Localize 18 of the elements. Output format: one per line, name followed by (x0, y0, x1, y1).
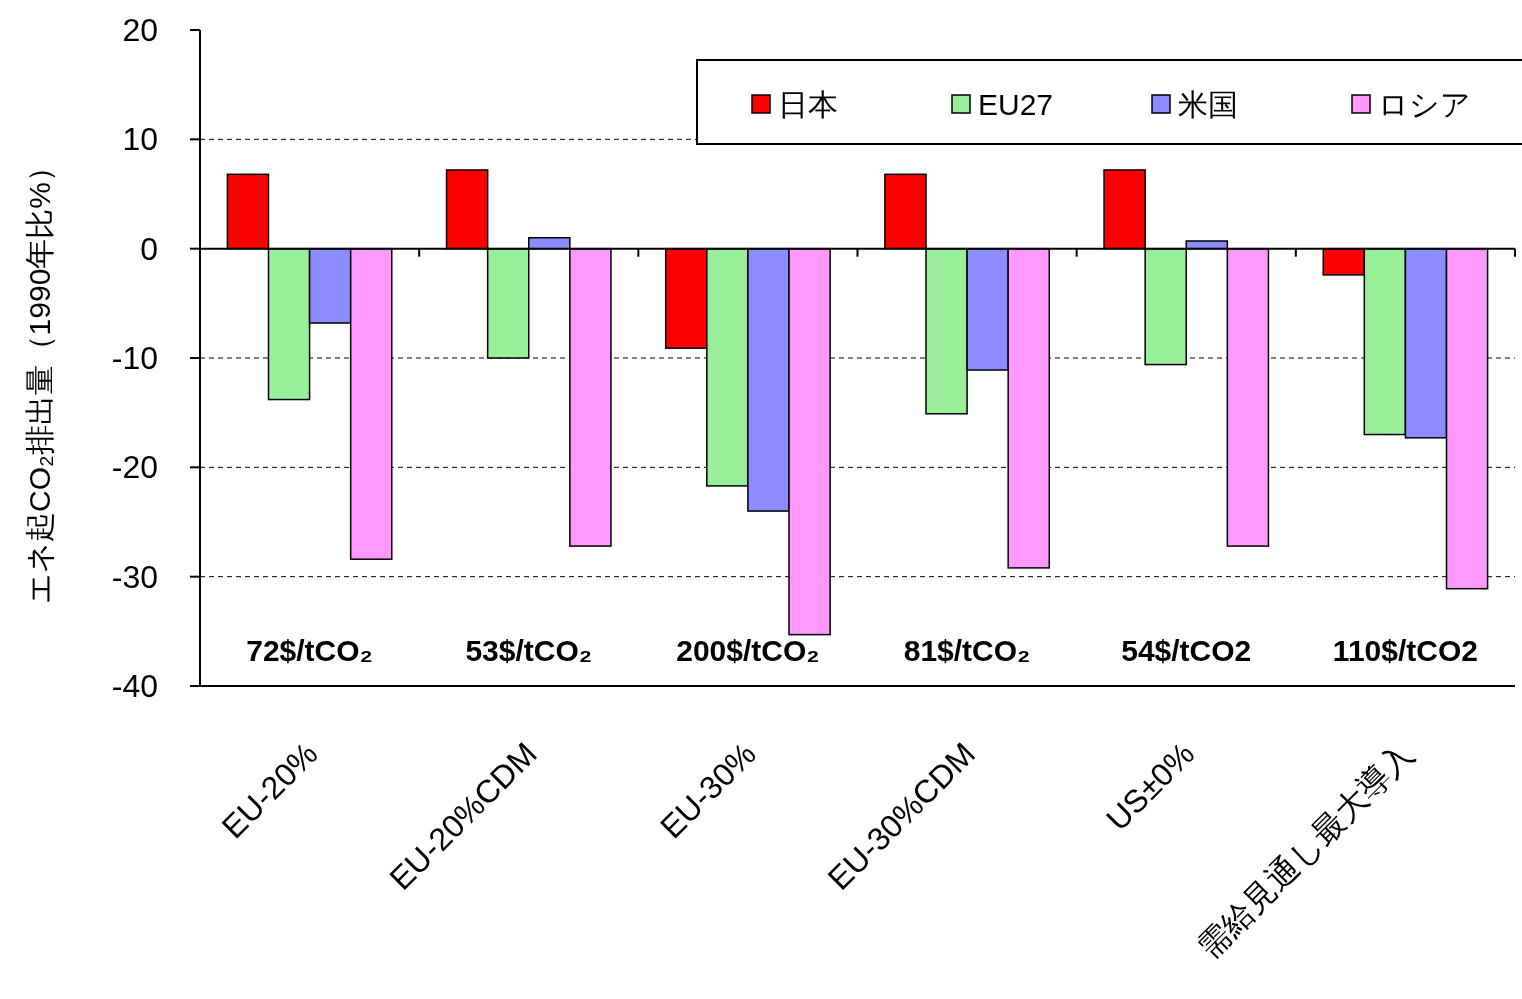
annotation: 200$/tCO₂ (676, 634, 820, 667)
y-tick-label: -20 (111, 449, 158, 486)
y-tick-label: -40 (111, 668, 158, 704)
legend-label: EU27 (978, 88, 1054, 121)
y-tick-label: 0 (140, 230, 158, 267)
legend-label: 日本 (778, 88, 838, 121)
legend-label: ロシア (1378, 88, 1471, 121)
y-axis-title: エネ起CO₂排出量（1990年比%） (23, 151, 56, 605)
annotation: 110$/tCO2 (1332, 634, 1478, 667)
y-tick-label: -30 (111, 558, 158, 595)
y-tick-label: -10 (111, 340, 158, 376)
annotation: 81$/tCO₂ (903, 634, 1031, 667)
annotation: 53$/tCO₂ (465, 634, 593, 667)
annotation: 72$/tCO₂ (246, 634, 373, 667)
legend-label: 米国 (1178, 88, 1238, 121)
y-tick-label: 10 (122, 121, 158, 158)
annotation: 54$/tCO2 (1121, 634, 1252, 667)
y-tick-label: 20 (122, 12, 158, 48)
